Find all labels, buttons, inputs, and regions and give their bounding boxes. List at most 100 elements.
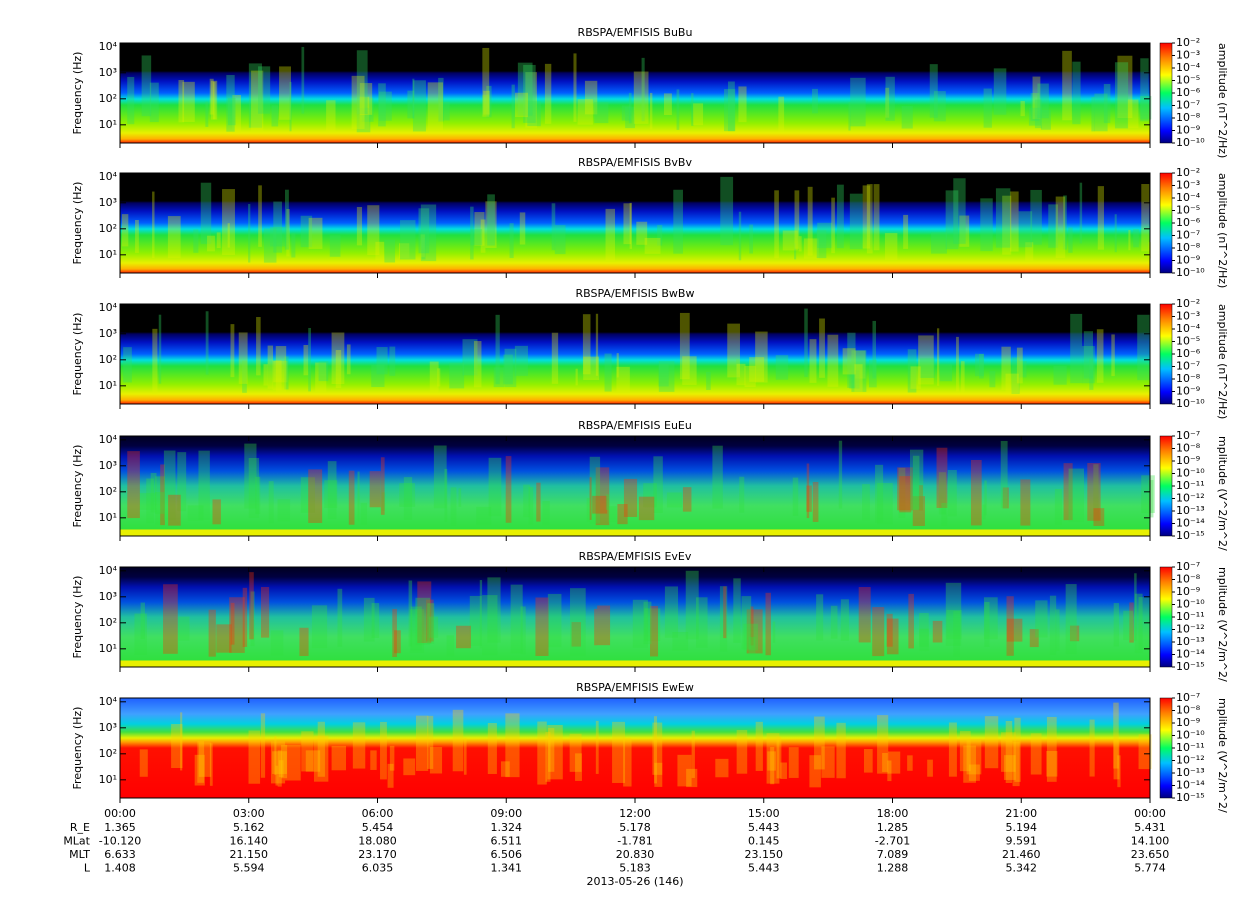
- spectrogram-texture: [788, 747, 799, 778]
- spectrogram-texture: [980, 198, 993, 252]
- spectrogram-texture: [816, 594, 824, 641]
- colorbar-tick-label: 10⁻¹³: [1176, 635, 1205, 648]
- y-tick-label: 10³: [99, 196, 117, 209]
- row-label: MLT: [69, 848, 90, 861]
- spectrogram-texture: [641, 57, 645, 122]
- spectrogram-texture: [854, 350, 866, 379]
- spectrogram-texture: [493, 367, 505, 388]
- spectrogram-texture: [180, 712, 183, 771]
- row-value: 14.100: [1131, 835, 1170, 848]
- spectrogram-texture: [230, 602, 235, 645]
- spectrogram-texture: [551, 203, 556, 251]
- spectrogram-texture: [748, 636, 756, 655]
- spectrogram-texture: [263, 364, 268, 386]
- spectrogram-image: [120, 173, 1150, 273]
- spectrogram-texture: [139, 493, 156, 510]
- spectrogram-texture: [862, 484, 870, 521]
- spectrogram-texture: [450, 487, 457, 526]
- spectrogram-texture: [794, 243, 797, 260]
- spectrogram-texture: [984, 480, 987, 516]
- spectrogram-texture: [370, 750, 377, 770]
- spectrogram-texture: [583, 356, 600, 381]
- spectrogram-texture: [1063, 195, 1067, 250]
- spectrogram-texture: [154, 492, 165, 514]
- spectrogram-texture: [134, 613, 147, 655]
- spectrogram-texture: [226, 75, 235, 132]
- spectrogram-texture: [177, 452, 187, 512]
- spectrogram-texture: [1117, 55, 1133, 119]
- spectrogram-texture: [809, 755, 821, 788]
- spectrogram-texture: [1093, 464, 1099, 523]
- row-value: 5.443: [748, 821, 780, 834]
- spectrogram-texture: [966, 740, 982, 775]
- spectrogram-texture: [1134, 593, 1143, 654]
- spectrogram-texture: [520, 606, 526, 655]
- spectrogram-texture: [337, 588, 343, 647]
- spectrogram-texture: [205, 101, 209, 127]
- spectrogram-texture: [503, 354, 513, 385]
- spectrogram-texture: [594, 102, 609, 124]
- panel-title: RBSPA/EMFISIS EvEv: [579, 550, 692, 563]
- spectrogram-texture: [650, 605, 659, 657]
- row-value: 6.035: [362, 862, 394, 875]
- spectrogram-texture: [633, 71, 649, 124]
- spectrogram-texture: [427, 82, 444, 131]
- spectrogram-texture: [792, 477, 799, 516]
- spectrogram-texture: [663, 93, 672, 116]
- row-value: 5.454: [362, 821, 394, 834]
- spectrogram-texture: [901, 106, 913, 129]
- x-tick-label: 18:00: [877, 807, 909, 820]
- spectrogram-image: [120, 436, 1150, 536]
- colorbar-tick-label: 10⁻⁹: [1176, 254, 1200, 267]
- spectrogram-texture: [569, 733, 582, 772]
- colorbar-tick-label: 10⁻¹⁵: [1176, 791, 1205, 804]
- spectrogram-texture: [155, 476, 165, 525]
- spectrogram-texture: [528, 486, 534, 525]
- spectrogram-texture: [227, 223, 230, 248]
- colorbar-tick-label: 10⁻⁶: [1176, 347, 1201, 360]
- spectrogram-texture: [1138, 734, 1152, 770]
- spectrogram-texture: [194, 754, 205, 786]
- spectrogram-texture: [933, 91, 946, 122]
- spectrogram-texture: [308, 469, 323, 523]
- spectrogram-texture: [570, 588, 586, 657]
- spectrogram-texture: [1097, 186, 1104, 250]
- spectrogram-texture: [1137, 314, 1150, 381]
- spectrogram-texture: [995, 188, 1011, 248]
- spectrogram-texture: [1114, 62, 1129, 129]
- spectrogram-texture: [628, 92, 632, 124]
- spectrogram-texture: [743, 623, 758, 651]
- spectrogram-texture: [1000, 440, 1008, 509]
- spectrogram-texture: [535, 597, 549, 656]
- spectrogram-texture: [887, 751, 901, 774]
- colorbar-tick-label: 10⁻⁶: [1176, 216, 1201, 229]
- spectrogram-texture: [623, 203, 632, 245]
- spectrogram-texture: [403, 477, 413, 520]
- spectrogram-texture: [970, 459, 982, 526]
- spectrogram-texture: [270, 630, 284, 656]
- spectrogram-texture: [840, 599, 849, 641]
- spectrogram-texture: [329, 235, 341, 257]
- spectrogram-texture: [806, 463, 810, 519]
- spectrogram-texture: [160, 464, 165, 526]
- spectrogram-texture: [439, 101, 450, 121]
- spectrogram-texture: [936, 447, 948, 508]
- y-tick-label: 10¹: [99, 642, 117, 655]
- spectrogram-texture: [612, 721, 626, 783]
- spectrogram-texture: [187, 505, 204, 521]
- spectrogram-texture: [1049, 595, 1057, 655]
- spectrogram-texture: [476, 506, 492, 526]
- spectrogram-texture: [487, 722, 497, 774]
- spectrogram-texture: [1020, 479, 1031, 526]
- row-value: 1.341: [491, 862, 523, 875]
- row-value: 5.431: [1134, 821, 1166, 834]
- colorbar-tick-label: 10⁻⁶: [1176, 86, 1201, 99]
- spectrogram-texture: [733, 578, 741, 643]
- colorbar-tick-label: 10⁻⁹: [1176, 124, 1200, 137]
- spectrogram-texture: [575, 753, 582, 781]
- spectrogram-texture: [554, 225, 566, 255]
- x-tick-label: 00:00: [104, 807, 136, 820]
- spectrogram-texture: [918, 335, 934, 385]
- spectrogram-texture: [1141, 184, 1150, 252]
- colorbar-tick-label: 10⁻¹⁰: [1176, 136, 1205, 149]
